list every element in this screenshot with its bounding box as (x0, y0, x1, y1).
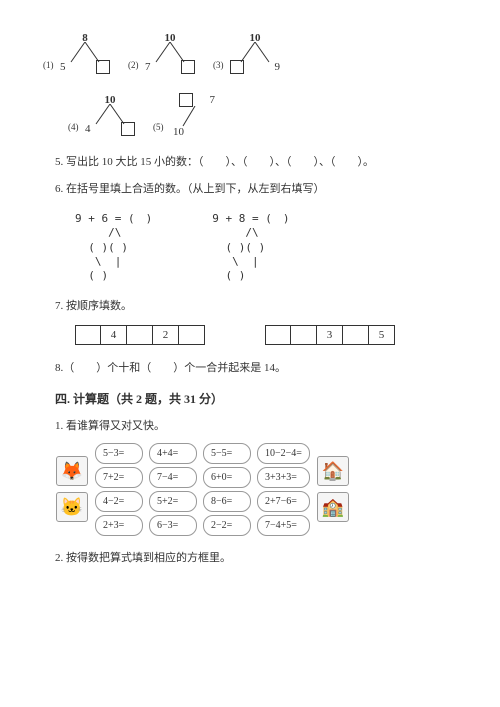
seq-cell[interactable] (179, 325, 205, 345)
decomp-right (181, 59, 195, 76)
calc-pill[interactable]: 7−4= (149, 467, 197, 488)
right-icons: 🏠 🏫 (316, 456, 350, 522)
question-8: 8.（ ）个十和（ ）个一合并起来是 14。 (55, 360, 445, 377)
decomp-left-bottom: 10 (173, 124, 184, 141)
section4-q1: 1. 看谁算得又对又快。 (55, 418, 445, 435)
sequence-row: 4 2 3 5 (75, 325, 445, 345)
seq-cell[interactable] (265, 325, 291, 345)
question-5: 5. 写出比 10 大比 15 小的数：（ ）、（ ）、（ ）、（ ）。 (55, 154, 445, 171)
section4-q2: 2. 按得数把算式填到相应的方框里。 (55, 550, 445, 567)
decomp-1: 8 (1) 5 (55, 30, 115, 80)
section-4-title: 四. 计算题（共 2 题，共 31 分） (55, 390, 445, 408)
decomp-right (96, 59, 110, 76)
decomp-label: (2) (128, 59, 139, 73)
answer-box[interactable] (121, 122, 135, 136)
seq-cell[interactable] (75, 325, 101, 345)
branch-expr-2: 9 + 8 = ( ) /\ ( )( ) \ | ( ) (212, 212, 289, 283)
calc-pill[interactable]: 2+7−6= (257, 491, 310, 512)
calc-pill[interactable]: 10−2−4= (257, 443, 310, 464)
calc-pill[interactable]: 7+2= (95, 467, 143, 488)
calc-pill[interactable]: 3+3+3= (257, 467, 310, 488)
calc-pill[interactable]: 7−4+5= (257, 515, 310, 536)
decomp-right: 9 (275, 59, 281, 76)
answer-box[interactable] (96, 60, 110, 74)
decomp-4: 10 (4) 4 (80, 92, 140, 142)
cat-icon: 🐱 (56, 492, 88, 522)
decomposition-row-2: 10 (4) 4 7 (5) 10 (80, 92, 445, 142)
sequence-1: 4 2 (75, 325, 205, 345)
question-7: 7. 按顺序填数。 (55, 298, 445, 315)
branch-expr-1: 9 + 6 = ( ) /\ ( )( ) \ | ( ) (75, 212, 152, 283)
left-icons: 🦊 🐱 (55, 456, 89, 522)
calc-col-3: 5−5= 6+0= 8−6= 2−2= (203, 443, 251, 536)
calculation-grid: 🦊 🐱 5−3= 7+2= 4−2= 2+3= 4+4= 7−4= 5+2= 6… (55, 443, 445, 536)
decomp-3: 10 (3) 9 (225, 30, 285, 80)
decomp-left: 7 (145, 59, 151, 76)
calc-pill[interactable]: 2−2= (203, 515, 251, 536)
calc-pill[interactable]: 6+0= (203, 467, 251, 488)
branch-diagrams: 9 + 6 = ( ) /\ ( )( ) \ | ( ) 9 + 8 = ( … (75, 212, 445, 283)
decomp-label: (1) (43, 59, 54, 73)
decomp-2: 10 (2) 7 (140, 30, 200, 80)
decomp-left: 5 (60, 59, 66, 76)
decomp-label: (5) (153, 121, 164, 135)
calc-pill[interactable]: 2+3= (95, 515, 143, 536)
calc-pill[interactable]: 6−3= (149, 515, 197, 536)
decomposition-row-1: 8 (1) 5 10 (2) 7 10 (3) 9 (55, 30, 445, 80)
calc-pill[interactable]: 5−5= (203, 443, 251, 464)
seq-cell[interactable] (127, 325, 153, 345)
fox-icon: 🦊 (56, 456, 88, 486)
seq-cell[interactable] (343, 325, 369, 345)
seq-cell: 3 (317, 325, 343, 345)
school-icon: 🏫 (317, 492, 349, 522)
decomp-label: (4) (68, 121, 79, 135)
sequence-2: 3 5 (265, 325, 395, 345)
seq-cell: 2 (153, 325, 179, 345)
seq-cell: 5 (369, 325, 395, 345)
calc-col-2: 4+4= 7−4= 5+2= 6−3= (149, 443, 197, 536)
answer-box[interactable] (230, 60, 244, 74)
decomp-right (121, 121, 135, 138)
calc-col-4: 10−2−4= 3+3+3= 2+7−6= 7−4+5= (257, 443, 310, 536)
calc-col-1: 5−3= 7+2= 4−2= 2+3= (95, 443, 143, 536)
seq-cell[interactable] (291, 325, 317, 345)
seq-cell: 4 (101, 325, 127, 345)
answer-box[interactable] (181, 60, 195, 74)
question-6: 6. 在括号里填上合适的数。（从上到下，从左到右填写） (55, 181, 445, 198)
decomp-label: (3) (213, 59, 224, 73)
house-icon: 🏠 (317, 456, 349, 486)
calc-pill[interactable]: 5+2= (149, 491, 197, 512)
decomp-left (230, 59, 244, 76)
calc-pill[interactable]: 4−2= (95, 491, 143, 512)
calc-pill[interactable]: 5−3= (95, 443, 143, 464)
calc-pill[interactable]: 4+4= (149, 443, 197, 464)
decomp-5: 7 (5) 10 (165, 92, 225, 142)
decomp-left: 4 (85, 121, 91, 138)
calc-pill[interactable]: 8−6= (203, 491, 251, 512)
expr1-title: 9 + 6 = ( ) (75, 212, 152, 225)
expr2-title: 9 + 8 = ( ) (212, 212, 289, 225)
